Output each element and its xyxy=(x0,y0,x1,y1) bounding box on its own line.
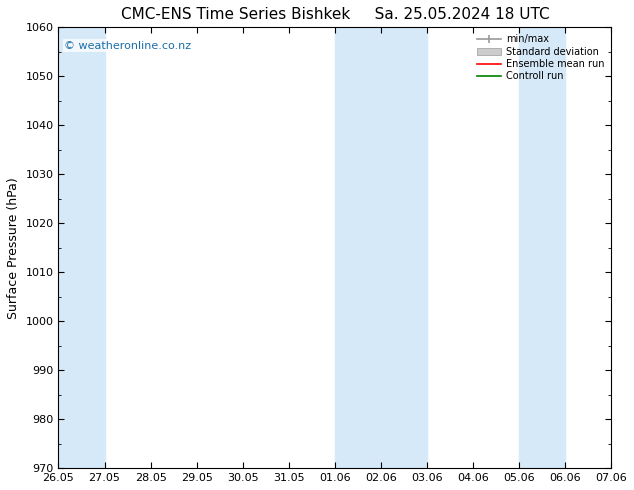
Title: CMC-ENS Time Series Bishkek     Sa. 25.05.2024 18 UTC: CMC-ENS Time Series Bishkek Sa. 25.05.20… xyxy=(120,7,549,22)
Legend: min/max, Standard deviation, Ensemble mean run, Controll run: min/max, Standard deviation, Ensemble me… xyxy=(475,32,606,83)
Y-axis label: Surface Pressure (hPa): Surface Pressure (hPa) xyxy=(7,177,20,318)
Bar xyxy=(519,27,565,468)
Text: © weatheronline.co.nz: © weatheronline.co.nz xyxy=(64,41,191,50)
Bar xyxy=(335,27,427,468)
Bar xyxy=(58,27,105,468)
